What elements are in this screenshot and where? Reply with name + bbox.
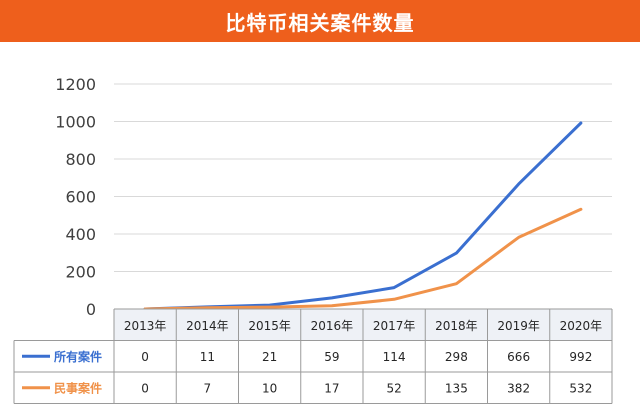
series-line-all-cases	[143, 121, 583, 311]
y-tick-label: 800	[65, 150, 96, 169]
data-value-label: 298	[445, 350, 468, 364]
x-category-label: 2020年	[560, 319, 603, 333]
x-category-label: 2016年	[311, 319, 354, 333]
data-value-label: 59	[324, 350, 339, 364]
x-category-label: 2019年	[497, 319, 540, 333]
legend-label: 所有案件	[54, 349, 102, 364]
x-category-label: 2018年	[435, 319, 478, 333]
data-value-label: 21	[262, 350, 277, 364]
y-tick-label: 1200	[55, 75, 96, 94]
x-category-label: 2014年	[186, 319, 229, 333]
y-tick-label: 0	[86, 300, 96, 319]
data-value-label: 114	[383, 350, 406, 364]
data-table: 2013年 2014年 2015年 2016年 2017年 2018年 2019年 2020年…	[13, 308, 613, 404]
y-axis-ticks: 0 200 400 600 800 1000 1200	[55, 75, 96, 319]
series-lines	[143, 121, 583, 311]
chart-title: 比特币相关案件数量	[0, 0, 640, 42]
data-value-label: 10	[262, 381, 277, 395]
data-value-label: 17	[324, 381, 339, 395]
data-value-label: 532	[569, 381, 592, 395]
data-value-label: 135	[445, 381, 468, 395]
y-tick-label: 600	[65, 188, 96, 207]
x-category-label: 2013年	[124, 319, 167, 333]
y-tick-label: 200	[65, 263, 96, 282]
grid-lines	[114, 83, 612, 272]
x-category-label: 2015年	[248, 319, 291, 333]
data-value-label: 666	[507, 350, 530, 364]
data-value-label: 382	[507, 381, 530, 395]
y-tick-label: 1000	[55, 113, 96, 132]
data-value-label: 52	[386, 381, 401, 395]
series-line-civil-cases	[143, 207, 583, 311]
y-tick-label: 400	[65, 225, 96, 244]
data-value-label: 11	[200, 350, 215, 364]
x-category-label: 2017年	[373, 319, 416, 333]
legend-label: 民事案件	[54, 380, 102, 395]
data-value-label: 992	[569, 350, 592, 364]
data-value-label: 0	[141, 350, 149, 364]
data-value-label: 0	[141, 381, 149, 395]
data-value-label: 7	[204, 381, 212, 395]
